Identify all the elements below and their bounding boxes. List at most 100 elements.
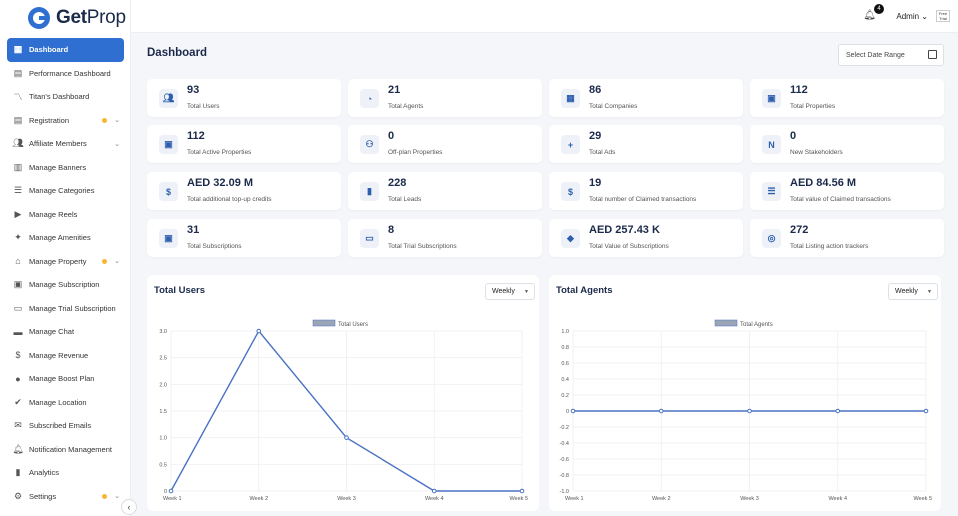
sidebar-item-subscribed-emails[interactable]: ✉ Subscribed Emails	[0, 414, 131, 438]
stat-label: Total Agents	[388, 103, 424, 110]
app-logo[interactable]: GetProp	[28, 4, 126, 32]
stat-card[interactable]: $ AED 32.09 M Total additional top-up cred…	[147, 172, 341, 210]
chevron-down-icon[interactable]: ⌄	[114, 258, 120, 266]
data-point	[570, 408, 576, 414]
sidebar-item-manage-subscription[interactable]: ▣ Manage Subscription	[0, 273, 131, 297]
avatar[interactable]: Free Trial	[936, 10, 950, 22]
sidebar-item-settings[interactable]: ⚙ Settings ⌄	[0, 485, 131, 509]
date-range-picker[interactable]: Select Date Range	[838, 44, 944, 66]
y-tick-label: 1.0	[561, 329, 569, 335]
sidebar-item-label: Manage Categories	[29, 186, 95, 196]
sidebar-item-label: Manage Revenue	[29, 350, 89, 360]
dollar-circle-icon: $	[561, 182, 580, 201]
stat-label: Off-plan Properties	[388, 149, 443, 156]
rocket-icon: ●	[15, 373, 21, 384]
sidebar-item-manage-trial-subscription[interactable]: ▭ Manage Trial Subscription	[0, 297, 131, 321]
gear-icon: ⚙	[13, 490, 23, 501]
user-menu[interactable]: Admin ⌄	[896, 12, 928, 21]
sidebar-item-label: Dashboard	[29, 45, 69, 55]
chevron-down-icon[interactable]: ⌄	[114, 493, 120, 501]
caret-down-icon: ▼	[524, 289, 529, 295]
receipt-icon: ☰	[762, 182, 781, 201]
stat-card[interactable]: +29 Total Ads	[549, 125, 743, 163]
stat-label: Total Value of Subscriptions	[589, 243, 669, 250]
line-chart: Total Users 0 0.5 1.0 1.5 2.0 2.5 3.0 Week 1 Week…	[159, 319, 528, 502]
status-dot	[102, 258, 107, 264]
new-icon: N	[762, 135, 781, 154]
sidebar-item-titan-s-dashboard[interactable]: 〽 Titan's Dashboard	[0, 85, 131, 109]
sidebar-item-manage-boost-plan[interactable]: ● Manage Boost Plan	[0, 367, 131, 391]
sidebar-item-performance-dashboard[interactable]: ▤ Performance Dashboard	[0, 62, 131, 86]
users-icon: 👥︎	[159, 89, 178, 108]
stat-value: 8	[388, 224, 395, 236]
stat-card[interactable]: $19 Total number of Claimed transactions	[549, 172, 743, 210]
chevron-down-icon[interactable]: ⌄	[114, 117, 120, 125]
y-tick-label: -0.6	[560, 457, 569, 463]
sidebar-item-manage-revenue[interactable]: $ Manage Revenue	[0, 344, 131, 368]
stat-card[interactable]: ◎ 272 Total Listing action trackers	[750, 219, 944, 257]
data-point	[344, 435, 349, 440]
status-dot	[102, 117, 107, 123]
y-tick-label: -1.0	[560, 489, 569, 495]
x-tick-label: Week 1	[163, 496, 182, 502]
sidebar-item-manage-chat[interactable]: ▬ Manage Chat	[0, 320, 131, 344]
stat-label: Total Leads	[388, 196, 422, 203]
analytics-icon: ▮	[15, 467, 21, 478]
sidebar-item-dashboard[interactable]: ▦ Dashboard	[7, 38, 124, 62]
stat-card[interactable]: ☰ AED 84.56 M Total value of Claimed trans…	[750, 172, 944, 210]
sidebar-item-manage-property[interactable]: ⌂ Manage Property ⌄	[0, 250, 131, 274]
notification-bell-icon[interactable]: 🔔︎	[863, 10, 876, 21]
stat-card[interactable]: ▦ 86 Total Companies	[549, 79, 743, 117]
y-tick-label: 0.6	[561, 361, 569, 367]
stat-label: Total Listing action trackers	[790, 243, 869, 250]
credits-icon: $	[159, 182, 178, 201]
sidebar-item-affiliate-members[interactable]: 👥︎ Affiliate Members ⌄	[0, 132, 131, 156]
stat-card[interactable]: ▭ 8 Total Trial Subscriptions	[348, 219, 542, 257]
x-tick-label: Week 2	[652, 496, 671, 502]
stat-card[interactable]: ▮ 228 Total Leads	[348, 172, 542, 210]
x-tick-label: Week 1	[565, 496, 584, 502]
stat-value: 21	[388, 84, 401, 96]
sidebar-item-label: Manage Property	[29, 256, 87, 266]
x-tick-label: Week 3	[740, 496, 759, 502]
sidebar-item-notification-management[interactable]: 🔔︎ Notification Management	[0, 438, 131, 462]
period-select[interactable]: Weekly ▼	[888, 283, 938, 300]
chart-grid-icon: ▤	[13, 67, 23, 78]
stat-card[interactable]: 👥︎ 93 Total Users	[147, 79, 341, 117]
sidebar-item-manage-location[interactable]: ✔ Manage Location	[0, 391, 131, 415]
stat-label: Total Subscriptions	[187, 243, 242, 250]
logo-text: GetProp	[56, 7, 126, 29]
subscription-icon: ▣	[13, 279, 23, 290]
collapse-sidebar-button[interactable]: ‹	[121, 499, 137, 515]
sidebar-item-manage-banners[interactable]: ▥ Manage Banners	[0, 156, 131, 180]
amenities-icon: ✦	[14, 232, 22, 243]
stat-value: 112	[790, 84, 808, 96]
stat-card[interactable]: N 0 New Stakeholders	[750, 125, 944, 163]
x-tick-label: Week 3	[337, 496, 356, 502]
stat-card[interactable]: ⚇ 0 Off-plan Properties	[348, 125, 542, 163]
period-select[interactable]: Weekly ▼	[485, 283, 535, 300]
sidebar-item-label: Manage Reels	[29, 209, 78, 219]
status-dot	[102, 493, 107, 499]
grid-icon: ▦	[13, 44, 23, 55]
y-tick-label: 1.0	[159, 436, 167, 442]
sidebar-item-manage-amenities[interactable]: ✦ Manage Amenities	[0, 226, 131, 250]
stat-value: AED 84.56 M	[790, 177, 857, 189]
sidebar-item-manage-reels[interactable]: ▶ Manage Reels	[0, 203, 131, 227]
sidebar-item-analytics[interactable]: ▮ Analytics	[0, 461, 131, 485]
stat-card[interactable]: ◆ AED 257.43 K Total Value of Subscription…	[549, 219, 743, 257]
data-point	[519, 488, 525, 494]
mail-icon: ✉	[14, 420, 22, 431]
stat-card[interactable]: ▣ 112 Total Properties	[750, 79, 944, 117]
y-tick-label: 0	[566, 409, 569, 415]
sidebar-item-manage-categories[interactable]: ☰ Manage Categories	[0, 179, 131, 203]
stat-value: 0	[388, 130, 395, 142]
stat-card[interactable]: ▣ 112 Total Active Properties	[147, 125, 341, 163]
stat-card[interactable]: ▣ 31 Total Subscriptions	[147, 219, 341, 257]
location-icon: ✔	[14, 396, 22, 407]
sidebar-item-registration[interactable]: ▤ Registration ⌄	[0, 109, 131, 133]
sidebar-item-label: Manage Boost Plan	[29, 374, 95, 384]
stat-card[interactable]: ◔ 21 Total Agents	[348, 79, 542, 117]
chevron-down-icon[interactable]: ⌄	[114, 140, 120, 148]
y-tick-label: 0.8	[561, 345, 569, 351]
